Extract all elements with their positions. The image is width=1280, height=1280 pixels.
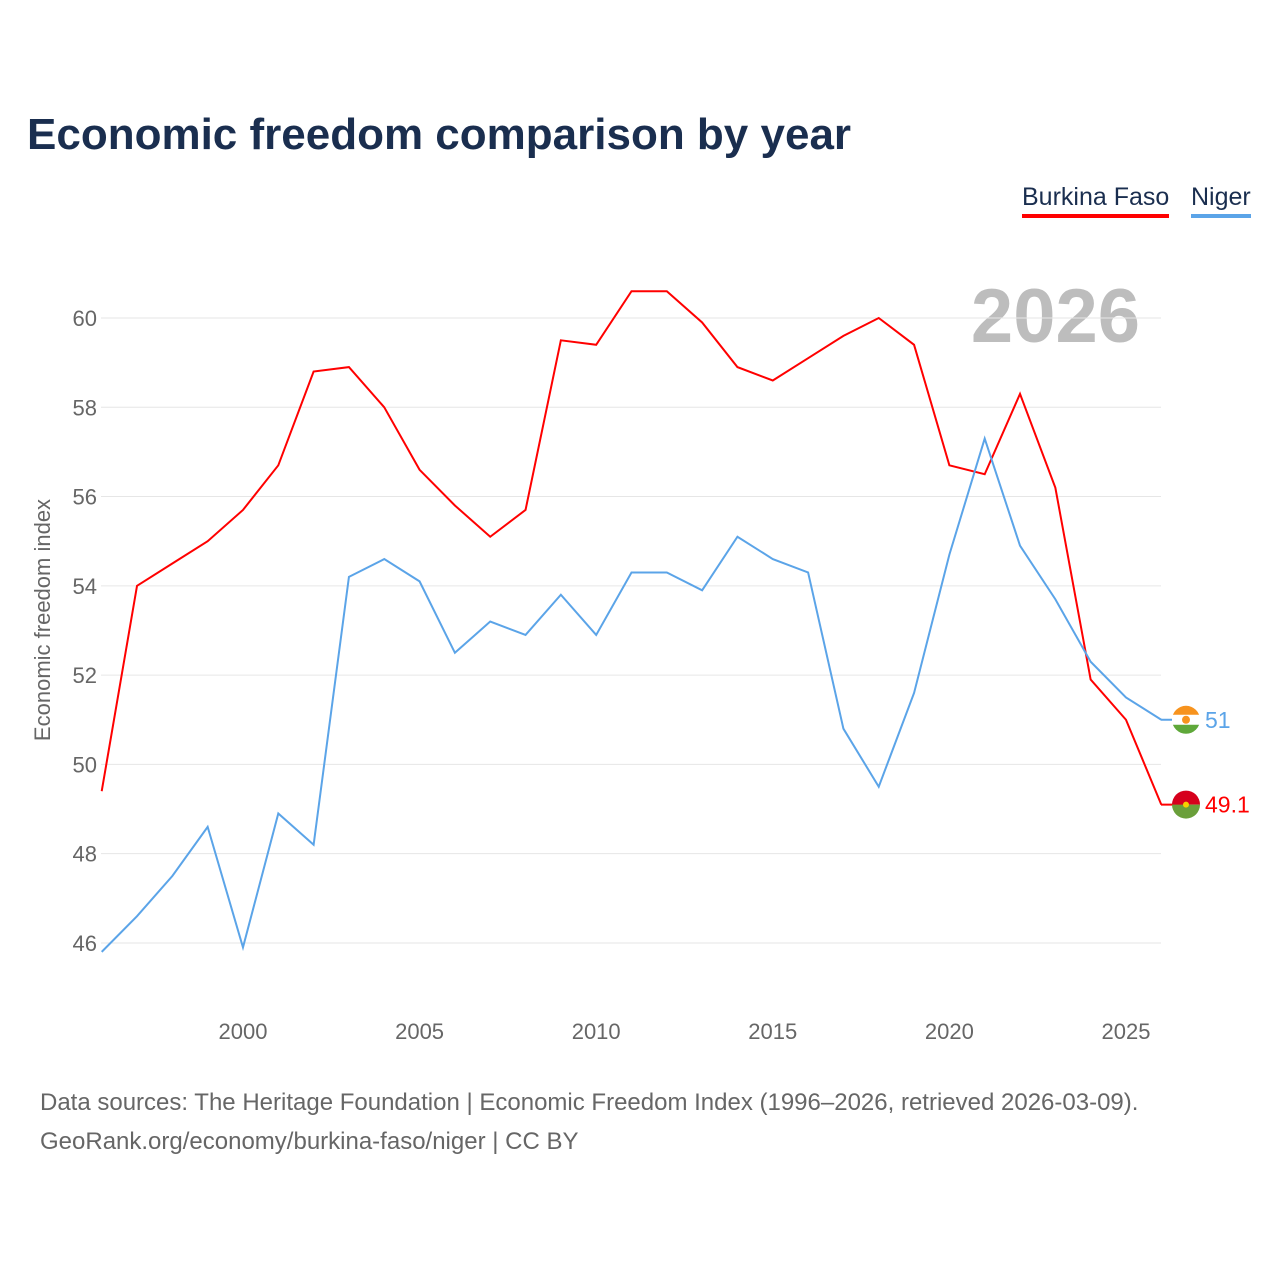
burkina-flag-star: [1183, 801, 1189, 808]
x-tick-label: 2020: [925, 1019, 974, 1044]
y-tick-label: 60: [73, 306, 97, 331]
y-tick-label: 56: [73, 485, 97, 510]
year-watermark: 2026: [971, 274, 1140, 359]
burkina-flag-icon-bottom: [1172, 804, 1200, 819]
end-value-label: 49.1: [1205, 792, 1250, 818]
series-line-niger: [100, 435, 1162, 953]
x-tick-label: 2005: [395, 1019, 444, 1044]
footer-source: Data sources: The Heritage Foundation | …: [40, 1089, 1139, 1116]
x-tick-label: 2000: [219, 1019, 268, 1044]
y-tick-label: 50: [73, 752, 97, 777]
chart-title: Economic freedom comparison by year: [27, 110, 852, 159]
series-line-burkina-faso: [100, 290, 1163, 805]
legend-burkina-faso[interactable]: Burkina Faso: [1022, 183, 1170, 218]
y-tick-label: 58: [73, 395, 97, 420]
burkina-flag-icon: [1172, 790, 1200, 805]
footer-url[interactable]: GeoRank.org/economy/burkina-faso/niger |…: [40, 1128, 579, 1155]
y-tick-label: 48: [73, 842, 97, 867]
y-tick-label: 46: [73, 931, 97, 956]
y-tick-label: 54: [73, 574, 97, 599]
y-tick-label: 52: [73, 663, 97, 688]
end-value-label: 51: [1205, 707, 1231, 733]
legend-niger[interactable]: Niger: [1191, 183, 1251, 218]
niger-flag-sun: [1182, 715, 1190, 724]
x-tick-label: 2010: [572, 1019, 621, 1044]
x-tick-label: 2025: [1102, 1019, 1151, 1044]
y-axis-label: Economic freedom index: [30, 499, 55, 741]
x-tick-label: 2015: [748, 1019, 797, 1044]
